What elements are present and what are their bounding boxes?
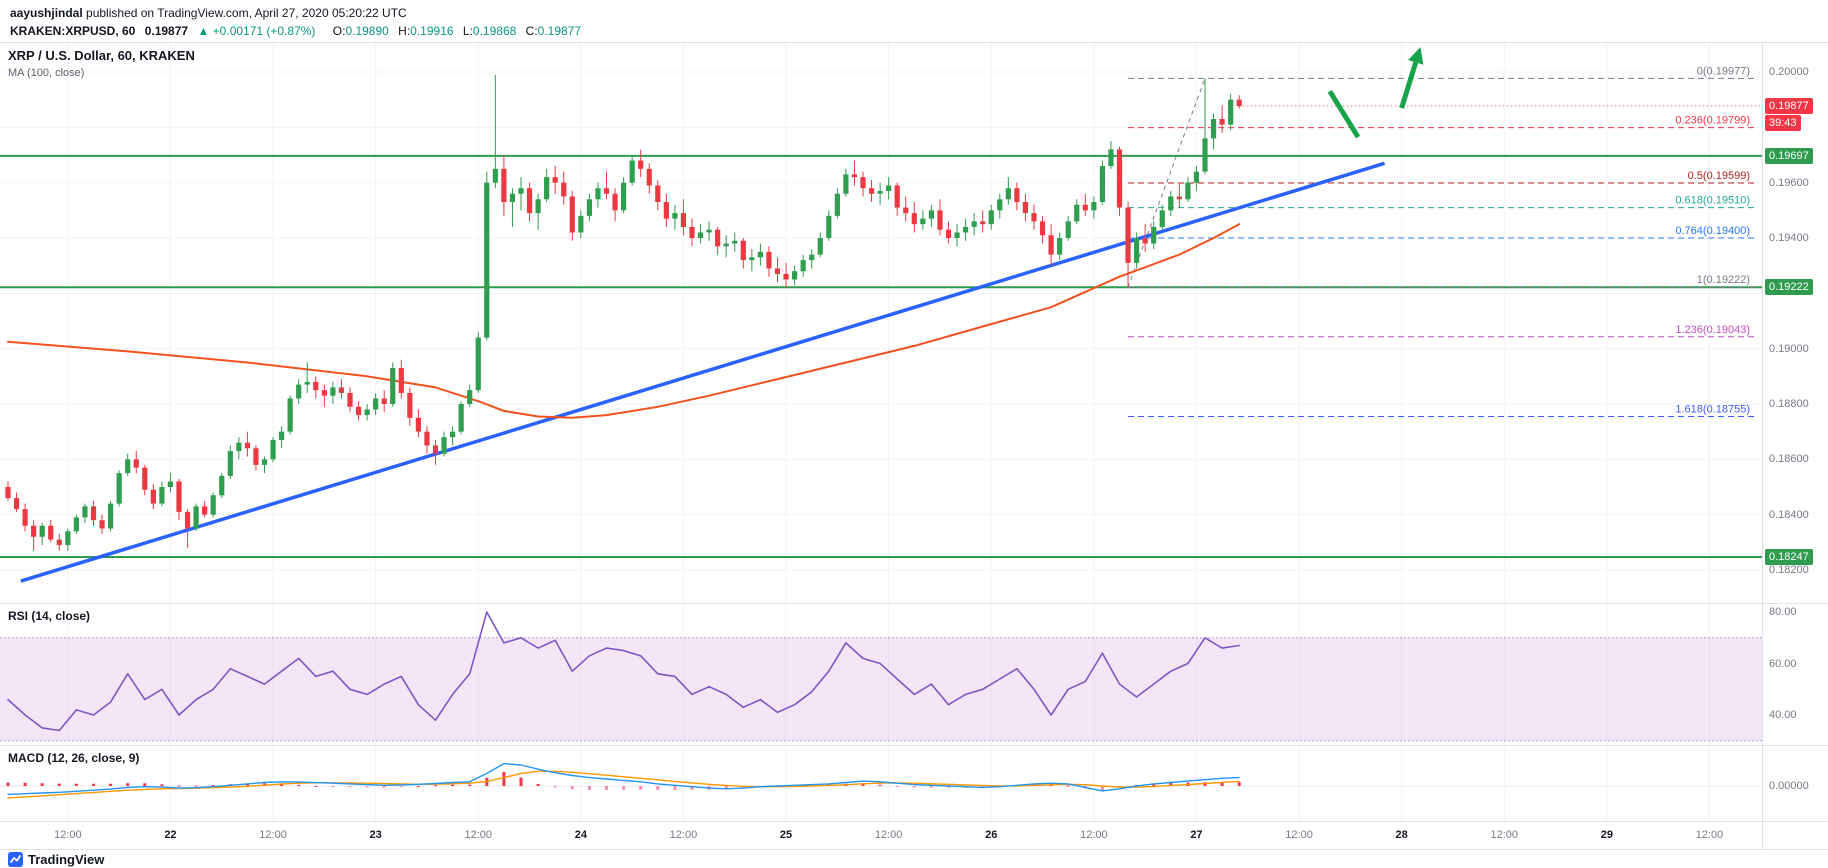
rsi-pane: RSI (14, close) bbox=[0, 604, 1762, 746]
up-arrow-icon: ▲ bbox=[197, 24, 210, 38]
low-label: L: bbox=[462, 24, 473, 38]
chart-area: 0(0.19977) 0.236(0.19799) 0.5(0.19599) 0.61… bbox=[0, 42, 1828, 850]
svg-text:0.236(0.19799): 0.236(0.19799) bbox=[1675, 115, 1750, 127]
chart-panes: 0(0.19977) 0.236(0.19799) 0.5(0.19599) 0.61… bbox=[0, 43, 1762, 849]
symbol-label: KRAKEN:XRPUSD, 60 bbox=[10, 24, 136, 38]
price-pane: 0(0.19977) 0.236(0.19799) 0.5(0.19599) 0.61… bbox=[0, 43, 1762, 604]
footer: TradingView bbox=[0, 850, 1828, 868]
header: aayushjindal published on TradingView.co… bbox=[0, 0, 1828, 42]
bar-countdown-badge: 39:43 bbox=[1765, 115, 1801, 132]
time-tick-label: 24 bbox=[574, 829, 587, 841]
time-tick-label: 27 bbox=[1190, 829, 1203, 841]
low-value: 0.19868 bbox=[472, 24, 517, 38]
tradingview-brand-text[interactable]: TradingView bbox=[28, 851, 105, 867]
time-tick-label: 12:00 bbox=[1285, 829, 1313, 841]
price-axis-label: 0.18600 bbox=[1769, 453, 1809, 466]
support-level-badge: 0.18247 bbox=[1765, 548, 1813, 565]
price-change: ▲ +0.00171 (+0.87%) bbox=[197, 24, 315, 38]
svg-text:0.764(0.19400): 0.764(0.19400) bbox=[1675, 225, 1750, 237]
last-price-badge: 0.19877 bbox=[1765, 98, 1813, 115]
time-tick-label: 29 bbox=[1600, 829, 1613, 841]
open-value: 0.19890 bbox=[345, 24, 389, 38]
rsi-chart-canvas[interactable] bbox=[0, 604, 1762, 745]
price-axis-column: 0.20000 0.19600 0.19400 0.19000 0.18800 0.186… bbox=[1762, 43, 1828, 849]
time-tick-label: 12:00 bbox=[874, 829, 903, 841]
time-tick-label: 12:00 bbox=[1695, 829, 1724, 841]
rsi-axis-label: 40.00 bbox=[1769, 709, 1797, 721]
macd-pane: MACD (12, 26, close, 9) bbox=[0, 746, 1762, 822]
svg-text:0.618(0.19510): 0.618(0.19510) bbox=[1675, 195, 1750, 207]
svg-text:1(0.19222): 1(0.19222) bbox=[1697, 274, 1750, 286]
publish-info: aayushjindal published on TradingView.co… bbox=[10, 6, 1828, 20]
quote-line: KRAKEN:XRPUSD, 60 0.19877 ▲ +0.00171 (+0… bbox=[10, 24, 1828, 38]
resistance-level-badge: 0.19697 bbox=[1765, 147, 1813, 164]
time-tick-label: 12:00 bbox=[54, 829, 82, 841]
price-axis-label: 0.19600 bbox=[1769, 176, 1809, 189]
time-tick-label: 12:00 bbox=[1490, 829, 1519, 841]
time-tick-label: 22 bbox=[164, 829, 177, 841]
high-value: 0.19916 bbox=[410, 24, 454, 38]
time-tick-label: 12:00 bbox=[1080, 829, 1108, 841]
price-axis-label: 0.18800 bbox=[1769, 398, 1809, 410]
pane-separator bbox=[1763, 603, 1828, 604]
tradingview-logo-icon[interactable] bbox=[8, 851, 23, 867]
publisher-name: aayushjindal bbox=[10, 6, 83, 20]
publish-text: published on TradingView.com, April 27, … bbox=[82, 6, 407, 20]
time-tick-label: 26 bbox=[985, 829, 998, 841]
time-tick-label: 28 bbox=[1395, 829, 1408, 841]
close-value: 0.19877 bbox=[537, 24, 582, 38]
close-label: C: bbox=[525, 24, 538, 38]
price-axis-label: 0.19000 bbox=[1769, 342, 1809, 355]
macd-axis-label: 0.00000 bbox=[1769, 780, 1809, 792]
time-tick-label: 23 bbox=[369, 829, 382, 841]
open-label: O: bbox=[332, 24, 346, 38]
last-price: 0.19877 bbox=[144, 24, 189, 38]
price-axis-label: 0.18400 bbox=[1769, 508, 1809, 521]
ohlc-readout: O:0.19890 H:0.19916 L:0.19868 C:0.19877 bbox=[327, 24, 581, 38]
svg-text:1.618(0.18755): 1.618(0.18755) bbox=[1675, 403, 1750, 415]
pane-separator bbox=[1763, 745, 1828, 746]
high-label: H: bbox=[398, 24, 411, 38]
rsi-axis-label: 80.00 bbox=[1769, 606, 1797, 618]
rsi-axis-label: 60.00 bbox=[1769, 657, 1797, 670]
pane-separator bbox=[1763, 821, 1828, 822]
svg-text:0(0.19977): 0(0.19977) bbox=[1697, 65, 1750, 77]
price-change-value: +0.00171 (+0.87%) bbox=[212, 24, 316, 38]
time-tick-label: 12:00 bbox=[464, 829, 493, 841]
svg-text:0.5(0.19599): 0.5(0.19599) bbox=[1688, 170, 1750, 182]
price-axis-label: 0.18200 bbox=[1769, 564, 1809, 576]
price-chart-canvas[interactable]: 0(0.19977) 0.236(0.19799) 0.5(0.19599) 0.61… bbox=[0, 43, 1762, 603]
svg-text:1.236(0.19043): 1.236(0.19043) bbox=[1675, 324, 1750, 336]
time-tick-label: 25 bbox=[779, 829, 793, 841]
price-axis-label: 0.20000 bbox=[1769, 66, 1809, 78]
time-tick-label: 12:00 bbox=[669, 829, 698, 841]
macd-chart-canvas[interactable] bbox=[0, 746, 1762, 821]
time-axis: 12:00 22 12:00 23 12:00 24 12:00 25 12:00 26 12:00… bbox=[0, 822, 1762, 849]
support-level-badge: 0.19222 bbox=[1765, 279, 1813, 296]
time-tick-label: 12:00 bbox=[259, 829, 287, 841]
price-axis-label: 0.19400 bbox=[1769, 232, 1809, 244]
